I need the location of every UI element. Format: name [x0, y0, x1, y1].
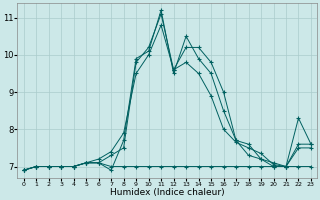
X-axis label: Humidex (Indice chaleur): Humidex (Indice chaleur) — [110, 188, 225, 197]
